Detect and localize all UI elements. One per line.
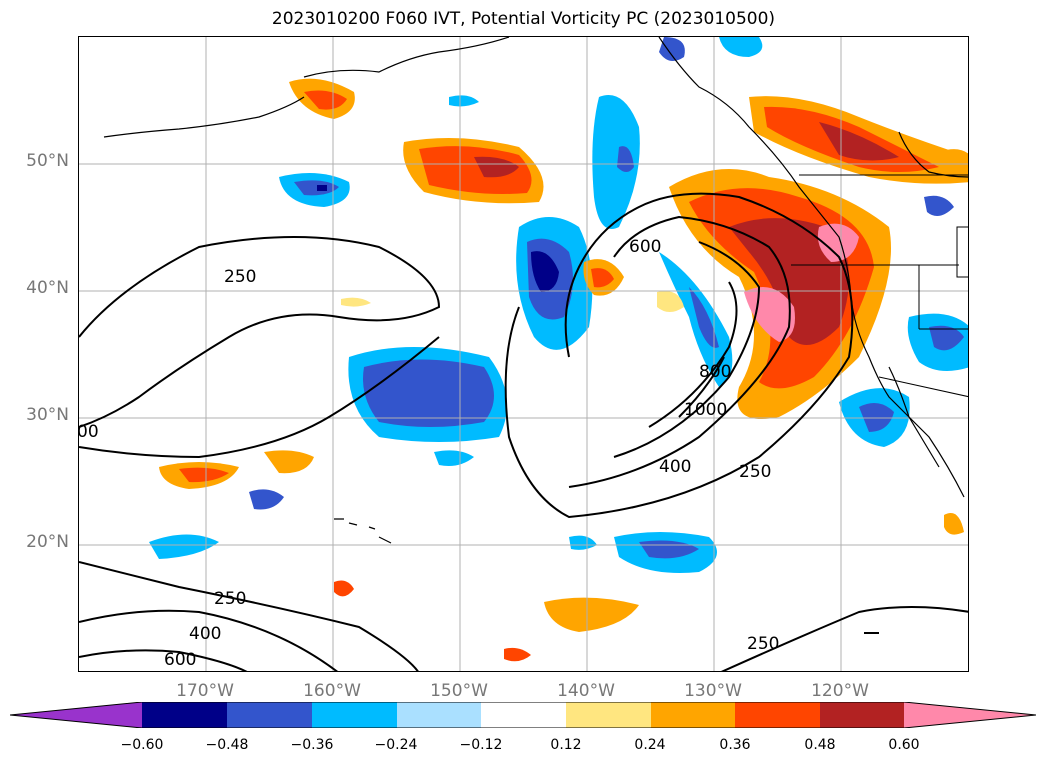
coastlines bbox=[103, 37, 968, 544]
colorbar-swatch bbox=[651, 702, 735, 728]
colorbar-extend-max bbox=[904, 702, 1036, 728]
colorbar-swatch bbox=[397, 702, 481, 728]
lat-label-50n: 50°N bbox=[26, 151, 69, 171]
colorbar-swatch bbox=[820, 702, 904, 728]
colorbar-tick-label: 0.36 bbox=[719, 737, 751, 753]
pv-positive-shading bbox=[159, 78, 968, 662]
pv-negative-shading bbox=[149, 37, 968, 573]
lat-label-20n: 20°N bbox=[26, 532, 69, 552]
colorbar-swatch bbox=[735, 702, 820, 728]
map-panel: 250 250 250 250 400 400 600 600 800 1000… bbox=[78, 36, 969, 672]
lat-label-40n: 40°N bbox=[26, 278, 69, 298]
colorbar-swatch bbox=[566, 702, 651, 728]
colorbar-tick-label: 0.60 bbox=[888, 737, 920, 753]
contour-label-250: 250 bbox=[224, 267, 256, 287]
colorbar-swatch bbox=[481, 702, 566, 728]
lon-label-120w: 120°W bbox=[811, 681, 869, 701]
colorbar-extend-min bbox=[10, 702, 142, 728]
contour-label-group: 250 250 250 250 400 400 600 600 800 1000… bbox=[79, 237, 779, 670]
lon-label-150w: 150°W bbox=[430, 681, 488, 701]
colorbar-tick-label: −0.60 bbox=[120, 737, 164, 753]
colorbar-tick-label: 0.12 bbox=[550, 737, 582, 753]
contour-label-400: 400 bbox=[659, 457, 691, 477]
colorbar-tick-label: −0.12 bbox=[459, 737, 503, 753]
contour-label-400: 400 bbox=[189, 624, 221, 644]
contour-label-600: 600 bbox=[164, 650, 196, 670]
contour-label-1000: 1000 bbox=[684, 400, 727, 420]
colorbar-tick-label: 0.24 bbox=[634, 737, 666, 753]
contour-label-250: 250 bbox=[214, 589, 246, 609]
contour-label-250: 250 bbox=[747, 634, 779, 654]
lon-label-170w: 170°W bbox=[176, 681, 234, 701]
lon-label-140w: 140°W bbox=[557, 681, 615, 701]
contour-label-800: 800 bbox=[699, 362, 731, 382]
ivt-contours bbox=[79, 192, 968, 671]
colorbar-tick-label: −0.24 bbox=[374, 737, 418, 753]
colorbar-swatch bbox=[312, 702, 397, 728]
colorbar-tick-label: 0.48 bbox=[804, 737, 836, 753]
political-borders bbox=[791, 174, 968, 398]
lon-label-130w: 130°W bbox=[684, 681, 742, 701]
map-title: 2023010200 F060 IVT, Potential Vorticity… bbox=[271, 9, 776, 29]
colorbar bbox=[10, 702, 1036, 728]
contour-label-600: 600 bbox=[629, 237, 661, 257]
colorbar-tick-label: −0.48 bbox=[205, 737, 249, 753]
contour-label-250: 250 bbox=[739, 462, 771, 482]
contour-label-edge: 00 bbox=[79, 422, 99, 442]
colorbar-swatch bbox=[227, 702, 312, 728]
lat-label-30n: 30°N bbox=[26, 405, 69, 425]
graticule bbox=[79, 37, 968, 671]
colorbar-tick-label: −0.36 bbox=[290, 737, 334, 753]
colorbar-swatch bbox=[142, 702, 227, 728]
map-svg: 250 250 250 250 400 400 600 600 800 1000… bbox=[79, 37, 968, 671]
lon-label-160w: 160°W bbox=[303, 681, 361, 701]
